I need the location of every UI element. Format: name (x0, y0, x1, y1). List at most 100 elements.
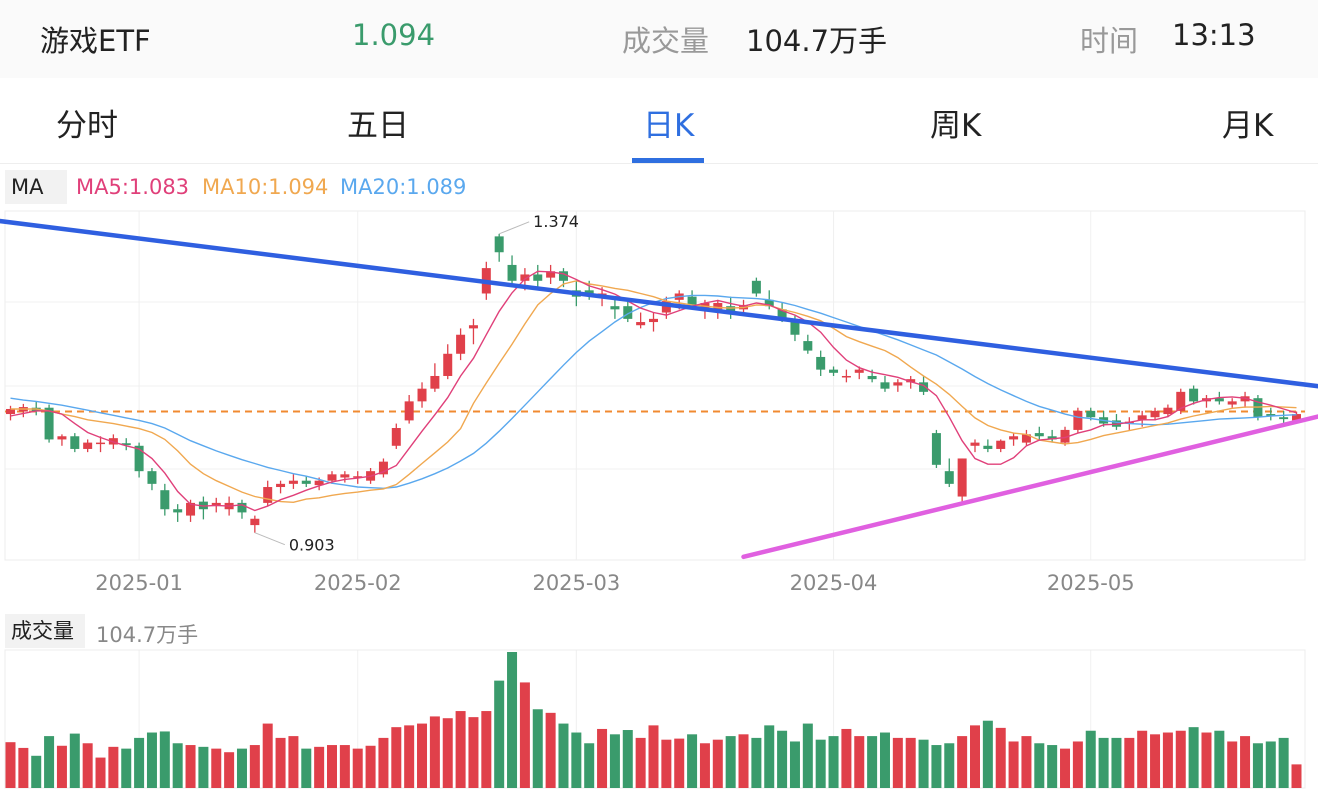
candle-body (1009, 436, 1019, 440)
volume-bar (1175, 730, 1186, 788)
volume-bar (249, 745, 260, 788)
candle-body (276, 483, 286, 488)
volume-bar (1085, 730, 1096, 788)
candle-body (854, 369, 864, 373)
volume-bar (275, 737, 286, 788)
volume-bar (18, 747, 29, 788)
candle-body (751, 280, 761, 294)
volume-bar (648, 725, 659, 788)
tab-daily-k[interactable]: 日K (643, 108, 695, 144)
volume-bar (764, 725, 775, 788)
volume-bar (429, 716, 440, 788)
volume-bar (1124, 737, 1135, 788)
candle-body (1292, 414, 1301, 421)
candle-body (1073, 410, 1083, 430)
volume-bar (751, 737, 762, 788)
candle-body (1227, 401, 1237, 405)
volume-bar (185, 745, 196, 788)
candle-body (507, 264, 517, 281)
volume-bar (494, 680, 505, 788)
candle-body (1150, 410, 1160, 418)
candle-body (186, 502, 196, 516)
x-tick-label: 2025-02 (314, 571, 402, 595)
candle-body (841, 375, 851, 378)
candle-body (713, 303, 723, 310)
volume-bar (339, 745, 350, 788)
candle-body (790, 322, 800, 335)
candle-body (1176, 391, 1186, 411)
tab-intraday[interactable]: 分时 (56, 108, 118, 144)
candle-body (147, 471, 157, 484)
volume-bar (1188, 727, 1199, 788)
volume-bar (571, 732, 582, 788)
volume-bar (661, 739, 672, 788)
volume-bar (879, 732, 890, 788)
volume-indicator-selector[interactable]: 成交量 (5, 614, 85, 648)
security-name: 游戏ETF (40, 24, 151, 58)
volume-bar (635, 737, 646, 788)
candle-body (610, 306, 620, 310)
tab-five-day[interactable]: 五日 (347, 108, 409, 144)
candle-body (558, 271, 568, 281)
volume-bar (455, 711, 466, 788)
candle-body (1163, 407, 1173, 415)
volume-value: 104.7万手 (746, 24, 888, 58)
volume-bar (687, 734, 698, 788)
x-tick-label: 2025-05 (1047, 571, 1135, 595)
candle-body (931, 433, 941, 465)
volume-bar (481, 711, 492, 788)
volume-bar (918, 739, 929, 788)
candle-body (1086, 410, 1096, 418)
candle-body (1189, 388, 1199, 402)
time-label: 时间 (1080, 24, 1139, 58)
candle-body (520, 274, 530, 281)
candle-body (57, 436, 67, 440)
candle-body (687, 296, 697, 307)
quote-header: 游戏ETF 1.094 成交量 104.7万手 时间 13:13 (0, 0, 1318, 78)
tab-weekly-k[interactable]: 周K (930, 108, 982, 144)
volume-bar (146, 732, 157, 788)
volume-bar (31, 755, 42, 788)
volume-bar (609, 734, 620, 788)
min-leader-line (254, 532, 286, 546)
candle-body (867, 375, 877, 380)
time-value: 13:13 (1172, 18, 1256, 52)
x-tick-label: 2025-03 (532, 571, 620, 595)
volume-bar (159, 731, 170, 788)
volume-bar (404, 725, 415, 788)
ma-indicator-selector[interactable]: MA (5, 170, 67, 204)
volume-bar (1252, 743, 1263, 788)
volume-bar (314, 746, 325, 788)
candle-body (340, 474, 350, 478)
volume-bar (262, 723, 273, 788)
last-price: 1.094 (352, 18, 436, 52)
volume-bar (789, 741, 800, 788)
volume-bar (391, 727, 402, 788)
candle-body (764, 299, 774, 307)
candle-body (880, 382, 890, 389)
volume-bar (95, 757, 106, 788)
candle-body (173, 509, 183, 513)
candle-body (237, 502, 247, 513)
ma5-line (10, 270, 1297, 512)
volume-bar (828, 736, 839, 788)
candle-body (944, 471, 954, 484)
candle-body (6, 408, 15, 415)
volume-bar (507, 652, 518, 788)
candle-body (919, 382, 929, 392)
candle-body (1034, 433, 1044, 437)
tab-monthly-k[interactable]: 月K (1222, 108, 1274, 144)
candle-body (314, 480, 324, 486)
volume-bar (545, 712, 556, 788)
volume-bar (674, 738, 685, 788)
volume-panel-value: 104.7万手 (96, 623, 199, 647)
candle-body (623, 306, 633, 319)
volume-legend: 成交量 104.7万手 (0, 612, 400, 650)
volume-bar (327, 745, 337, 788)
candle-body (70, 436, 80, 449)
candle-body (636, 322, 646, 326)
candle-body (1214, 398, 1224, 402)
volume-bar (944, 743, 955, 788)
candle-body (404, 401, 414, 421)
